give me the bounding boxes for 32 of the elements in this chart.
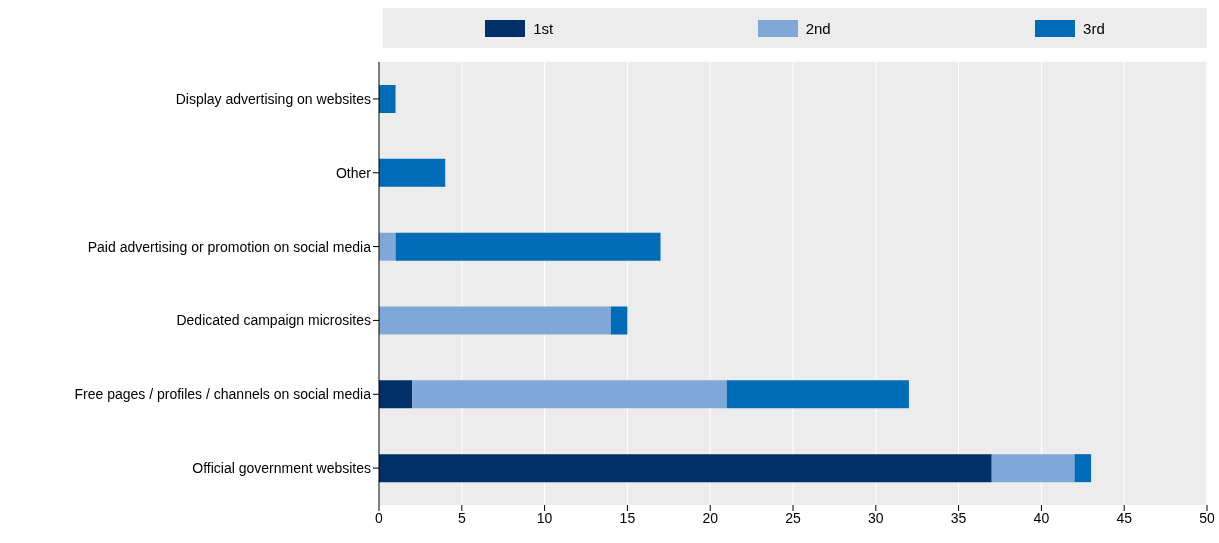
x-tick-label: 35 (950, 509, 967, 526)
bar (412, 380, 727, 409)
y-tick-label: Other (335, 164, 372, 181)
x-tick-label: 20 (702, 509, 719, 526)
bar (379, 380, 413, 409)
bar (379, 85, 396, 113)
x-tick-label: 0 (375, 509, 384, 526)
x-tick-label: 10 (536, 509, 553, 526)
x-tick-label: 50 (1199, 509, 1215, 526)
bar (379, 232, 396, 261)
bar (726, 380, 909, 409)
legend-label: 1st (533, 19, 554, 37)
y-tick-label: Official government websites (192, 460, 371, 477)
bar (991, 454, 1075, 483)
x-tick-label: 45 (1116, 509, 1133, 526)
y-tick-label: Dedicated campaign microsites (176, 312, 371, 329)
x-tick-label: 40 (1033, 509, 1050, 526)
bar (1074, 454, 1092, 483)
bar (395, 232, 661, 261)
bar (379, 306, 611, 335)
y-tick-label: Free pages / profiles / channels on social media (74, 386, 372, 403)
y-tick-label: Paid advertising or promotion on social media (87, 238, 372, 255)
x-tick-label: 15 (619, 509, 636, 526)
x-tick-label: 25 (785, 509, 801, 526)
bar (379, 158, 446, 187)
legend-label: 3rd (1083, 19, 1105, 37)
bar (610, 306, 628, 335)
legend-label: 2nd (805, 19, 831, 37)
bar (379, 454, 992, 483)
x-tick-label: 5 (457, 509, 466, 526)
x-tick-label: 30 (868, 509, 884, 526)
y-tick-label: Display advertising on websites (175, 90, 371, 107)
